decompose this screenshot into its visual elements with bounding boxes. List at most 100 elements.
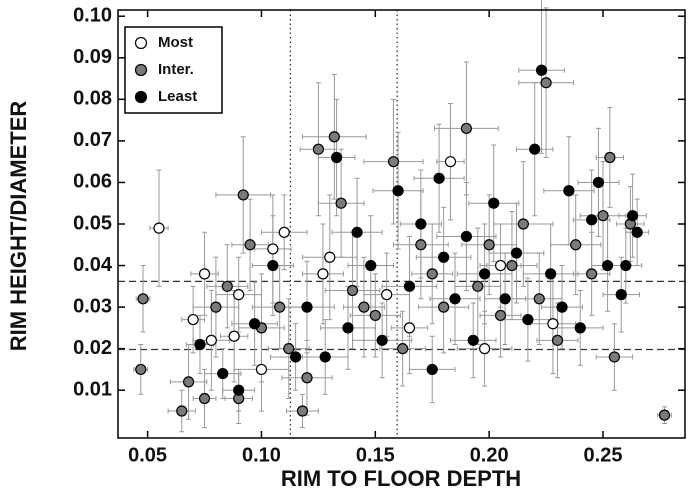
point (499, 293, 511, 305)
point (182, 376, 195, 388)
point (597, 210, 609, 222)
point (301, 372, 313, 384)
point (460, 122, 472, 135)
point (438, 301, 450, 313)
plot-frame (117, 9, 686, 439)
point (627, 210, 639, 222)
point (586, 214, 598, 226)
x-tick-label: 0.15 (356, 444, 395, 466)
y-axis-title: RIM HEIGHT/DIAMETER (6, 101, 31, 352)
point (535, 64, 548, 76)
point (198, 392, 211, 405)
point (460, 230, 472, 243)
point (556, 301, 568, 313)
point (438, 251, 450, 263)
point (467, 334, 479, 346)
y-tick-label: 0.04 (73, 254, 113, 276)
legend-label: Most (158, 34, 193, 51)
point (540, 77, 552, 89)
point (415, 218, 427, 230)
point (403, 322, 416, 334)
legend-marker (134, 63, 148, 77)
point (255, 363, 268, 376)
point (358, 301, 370, 313)
y-tick-label: 0.05 (73, 212, 112, 234)
point (267, 243, 279, 255)
point (233, 384, 245, 396)
point (324, 251, 336, 263)
point (376, 334, 388, 346)
point (483, 239, 495, 251)
point (426, 268, 438, 280)
point (608, 351, 621, 363)
x-tick-label: 0.20 (470, 444, 509, 466)
point (317, 268, 329, 280)
point (615, 289, 627, 301)
point (574, 322, 586, 334)
point (433, 172, 445, 184)
point (449, 293, 461, 305)
point (479, 268, 491, 280)
point (137, 293, 149, 305)
point (601, 259, 614, 272)
point (403, 280, 416, 292)
point (365, 259, 377, 272)
point (278, 226, 290, 238)
point (397, 343, 409, 355)
point (551, 334, 564, 346)
point (533, 293, 545, 305)
legend-label: Least (158, 88, 197, 105)
point (283, 343, 295, 355)
point (290, 351, 302, 363)
point (415, 239, 427, 251)
y-error-bar (539, 0, 545, 154)
point (335, 197, 347, 209)
point (494, 309, 507, 322)
point (563, 185, 575, 197)
x-tick-label: 0.10 (242, 444, 281, 466)
point (444, 156, 457, 168)
x-tick-label: 0.05 (128, 444, 167, 466)
point (592, 176, 605, 189)
point (233, 289, 245, 301)
y-tick-label: 0.01 (73, 378, 112, 400)
point (472, 280, 484, 292)
point (312, 143, 324, 155)
point (510, 247, 523, 259)
point (187, 313, 199, 326)
point (494, 259, 507, 272)
point (153, 222, 165, 234)
point (237, 189, 249, 201)
point (205, 334, 217, 346)
point (529, 143, 541, 155)
point (479, 343, 491, 355)
point (198, 268, 211, 280)
legend-marker (134, 36, 148, 50)
point (328, 131, 340, 143)
point (331, 151, 343, 164)
point (296, 405, 309, 417)
point (570, 239, 582, 251)
legend-label: Inter. (158, 61, 194, 78)
point (228, 330, 240, 342)
point (381, 289, 393, 301)
point (135, 363, 147, 376)
y-tick-label: 0.06 (73, 171, 112, 193)
y-tick-label: 0.10 (73, 5, 112, 27)
point (369, 309, 381, 322)
point (267, 259, 279, 272)
point (604, 151, 616, 164)
point (586, 268, 598, 280)
point (658, 409, 671, 421)
y-tick-label: 0.03 (73, 295, 112, 317)
point (620, 259, 632, 272)
point (342, 322, 354, 334)
point (545, 268, 557, 280)
point (301, 301, 313, 313)
point (346, 284, 359, 297)
legend-marker (134, 90, 148, 104)
point (210, 301, 222, 313)
y-tick-label: 0.02 (73, 337, 112, 359)
point (392, 185, 404, 197)
y-tick-label: 0.08 (73, 88, 112, 110)
